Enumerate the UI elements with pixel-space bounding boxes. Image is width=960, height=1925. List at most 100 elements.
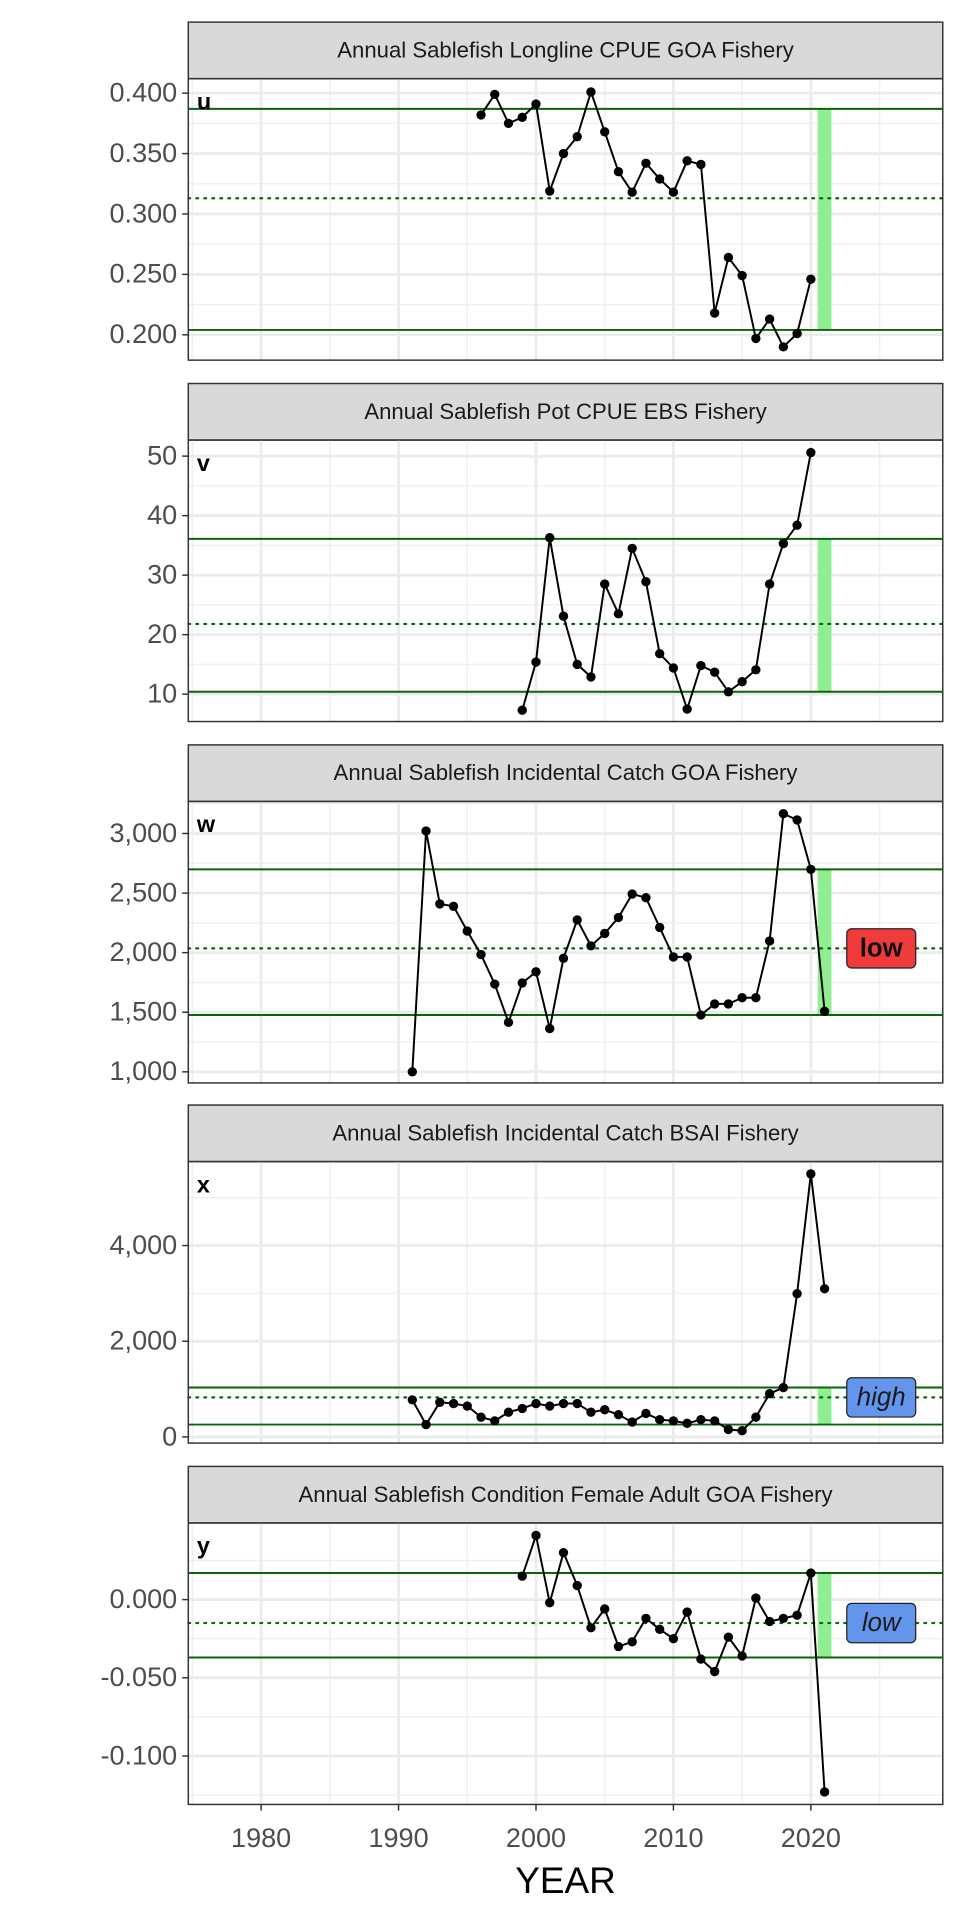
data-point	[600, 928, 610, 939]
data-point	[641, 893, 651, 903]
highlight-band	[817, 869, 832, 1015]
y-tick-label: 20	[147, 619, 177, 649]
panel-strip	[187, 744, 944, 803]
data-point	[806, 1169, 816, 1179]
data-point	[723, 687, 734, 697]
y-tick-label: 30	[147, 560, 177, 590]
data-point	[723, 252, 734, 263]
data-point	[572, 915, 582, 925]
data-point	[600, 579, 610, 589]
data-point	[421, 1419, 431, 1430]
y-tick-label: 2,000	[109, 937, 177, 967]
data-point	[792, 1289, 802, 1299]
data-point	[751, 333, 761, 344]
data-point	[490, 979, 500, 989]
data-point	[448, 1398, 459, 1409]
data-point	[572, 1398, 582, 1409]
data-point	[737, 1651, 747, 1661]
y-tick-label: 2,500	[109, 877, 177, 907]
data-point	[613, 609, 624, 619]
data-point	[806, 447, 816, 458]
data-point	[558, 1548, 569, 1558]
data-point	[531, 967, 541, 977]
panel-label: v	[197, 450, 210, 476]
data-point	[586, 1407, 596, 1417]
data-point	[613, 167, 624, 177]
data-point	[586, 87, 596, 97]
highlight-band	[817, 108, 832, 330]
data-point	[627, 1417, 637, 1427]
data-point	[682, 156, 692, 166]
status-badge	[846, 1377, 917, 1418]
data-point	[806, 274, 816, 284]
data-point	[751, 1593, 761, 1603]
data-point	[819, 1284, 830, 1294]
x-tick-label: 1990	[368, 1823, 428, 1853]
data-point	[723, 999, 734, 1009]
data-point	[806, 864, 816, 875]
series-line	[521, 452, 812, 713]
data-point	[709, 667, 720, 677]
data-point	[435, 1397, 445, 1407]
y-tick-label: 0.250	[109, 259, 177, 289]
data-point	[586, 672, 596, 682]
data-point	[613, 1409, 624, 1420]
data-point	[641, 1408, 651, 1419]
data-point	[778, 1382, 789, 1393]
data-point	[572, 1580, 582, 1591]
status-badge	[846, 928, 917, 969]
panel-title: Annual Sablefish Condition Female Adult …	[298, 1482, 833, 1507]
data-point	[682, 1418, 692, 1428]
panel-strip	[187, 1465, 944, 1524]
data-point	[737, 1426, 747, 1436]
data-point	[696, 1010, 706, 1020]
data-point	[709, 1666, 720, 1677]
y-tick-label: 0	[162, 1421, 177, 1451]
data-point	[503, 118, 514, 129]
data-point	[627, 187, 637, 197]
panel-frame	[187, 77, 944, 361]
data-point	[792, 328, 802, 339]
panel-title: Annual Sablefish Incidental Catch GOA Fi…	[334, 760, 799, 785]
status-badge	[846, 1602, 917, 1644]
data-point	[462, 1401, 472, 1411]
highlight-band	[817, 1387, 832, 1425]
panel-label: y	[197, 1533, 210, 1559]
data-point	[751, 665, 761, 675]
data-point	[586, 941, 596, 951]
panel-frame	[187, 800, 944, 1084]
data-point	[723, 1632, 734, 1642]
panel-label: u	[197, 88, 211, 114]
y-tick-label: 0.300	[109, 198, 177, 228]
y-tick-label: 3,000	[109, 818, 177, 848]
data-point	[696, 1414, 706, 1425]
data-point	[517, 978, 527, 988]
data-point	[654, 922, 665, 933]
data-point	[668, 1634, 679, 1644]
data-point	[682, 952, 692, 962]
data-point	[613, 1641, 624, 1652]
data-point	[792, 520, 802, 530]
data-point	[709, 999, 720, 1009]
data-point	[558, 611, 569, 621]
data-point	[545, 186, 555, 196]
status-label: low	[862, 1609, 903, 1637]
data-point	[627, 1637, 637, 1647]
data-point	[558, 1398, 569, 1409]
data-point	[531, 99, 541, 109]
data-point	[641, 1613, 651, 1624]
data-point	[545, 532, 555, 543]
data-point	[778, 809, 789, 819]
data-point	[806, 1568, 816, 1578]
panel-title: Annual Sablefish Pot CPUE EBS Fishery	[364, 399, 767, 424]
y-tick-label: 0.350	[109, 138, 177, 168]
data-point	[654, 1624, 665, 1634]
data-point	[531, 657, 541, 667]
y-tick-label: 0.400	[109, 78, 177, 108]
y-tick-label: 1,000	[109, 1056, 177, 1086]
data-point	[641, 158, 651, 168]
panel-label: x	[197, 1171, 210, 1197]
data-point	[600, 127, 610, 137]
highlight-band	[817, 1573, 832, 1658]
data-point	[668, 663, 679, 673]
